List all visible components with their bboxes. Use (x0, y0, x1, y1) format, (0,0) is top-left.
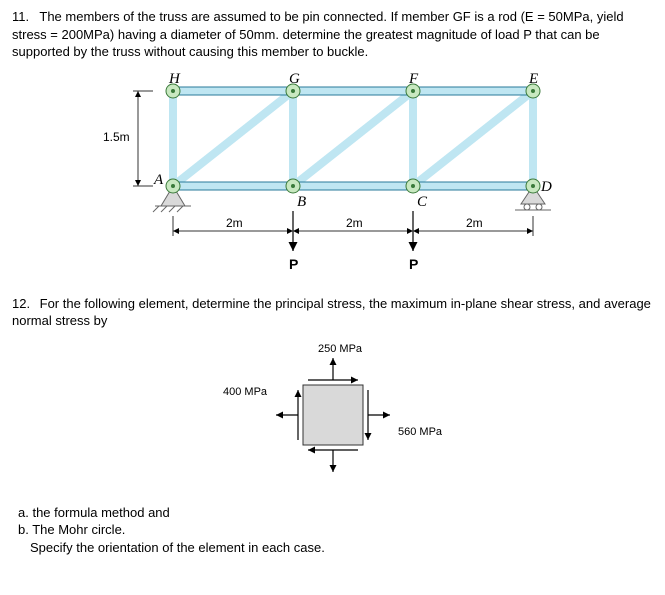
question-12: 12. For the following element, determine… (12, 295, 653, 330)
load-label-2: P (409, 256, 418, 272)
truss-figure: H G F E A B C D 1.5m 2m 2m 2m P P (12, 71, 653, 281)
q12-b: b. The Mohr circle. (18, 521, 653, 539)
stress-right: 560 MPa (398, 426, 443, 438)
stress-top: 250 MPa (318, 343, 363, 355)
svg-text:E: E (528, 71, 538, 87)
svg-text:C: C (417, 194, 428, 210)
svg-text:F: F (408, 71, 419, 87)
q12-a: a. the formula method and (18, 504, 653, 522)
q12-text: For the following element, determine the… (12, 296, 651, 329)
q11-num: 11. (12, 8, 36, 26)
dim-span-2: 2m (346, 216, 363, 230)
stress-left: 400 MPa (223, 386, 268, 398)
dim-span-1: 2m (226, 216, 243, 230)
dim-height (133, 91, 153, 186)
stress-element-rect (303, 385, 363, 445)
stress-svg: 250 MPa 400 MPa 560 MPa (203, 340, 463, 490)
svg-text:H: H (168, 71, 181, 87)
dim-span-3: 2m (466, 216, 483, 230)
svg-text:A: A (153, 172, 164, 188)
truss-svg: H G F E A B C D 1.5m 2m 2m 2m P P (83, 71, 583, 281)
q11-text: The members of the truss are assumed to … (12, 9, 624, 59)
dim-height-label: 1.5m (103, 130, 130, 144)
truss-members-fill (173, 91, 533, 186)
svg-text:D: D (540, 179, 552, 195)
q12-num: 12. (12, 295, 36, 313)
svg-text:B: B (297, 194, 306, 210)
q12-tail: Specify the orientation of the element i… (30, 539, 653, 557)
load-label-1: P (289, 256, 298, 272)
question-11: 11. The members of the truss are assumed… (12, 8, 653, 61)
svg-text:G: G (289, 71, 300, 87)
stress-figure: 250 MPa 400 MPa 560 MPa (12, 340, 653, 490)
